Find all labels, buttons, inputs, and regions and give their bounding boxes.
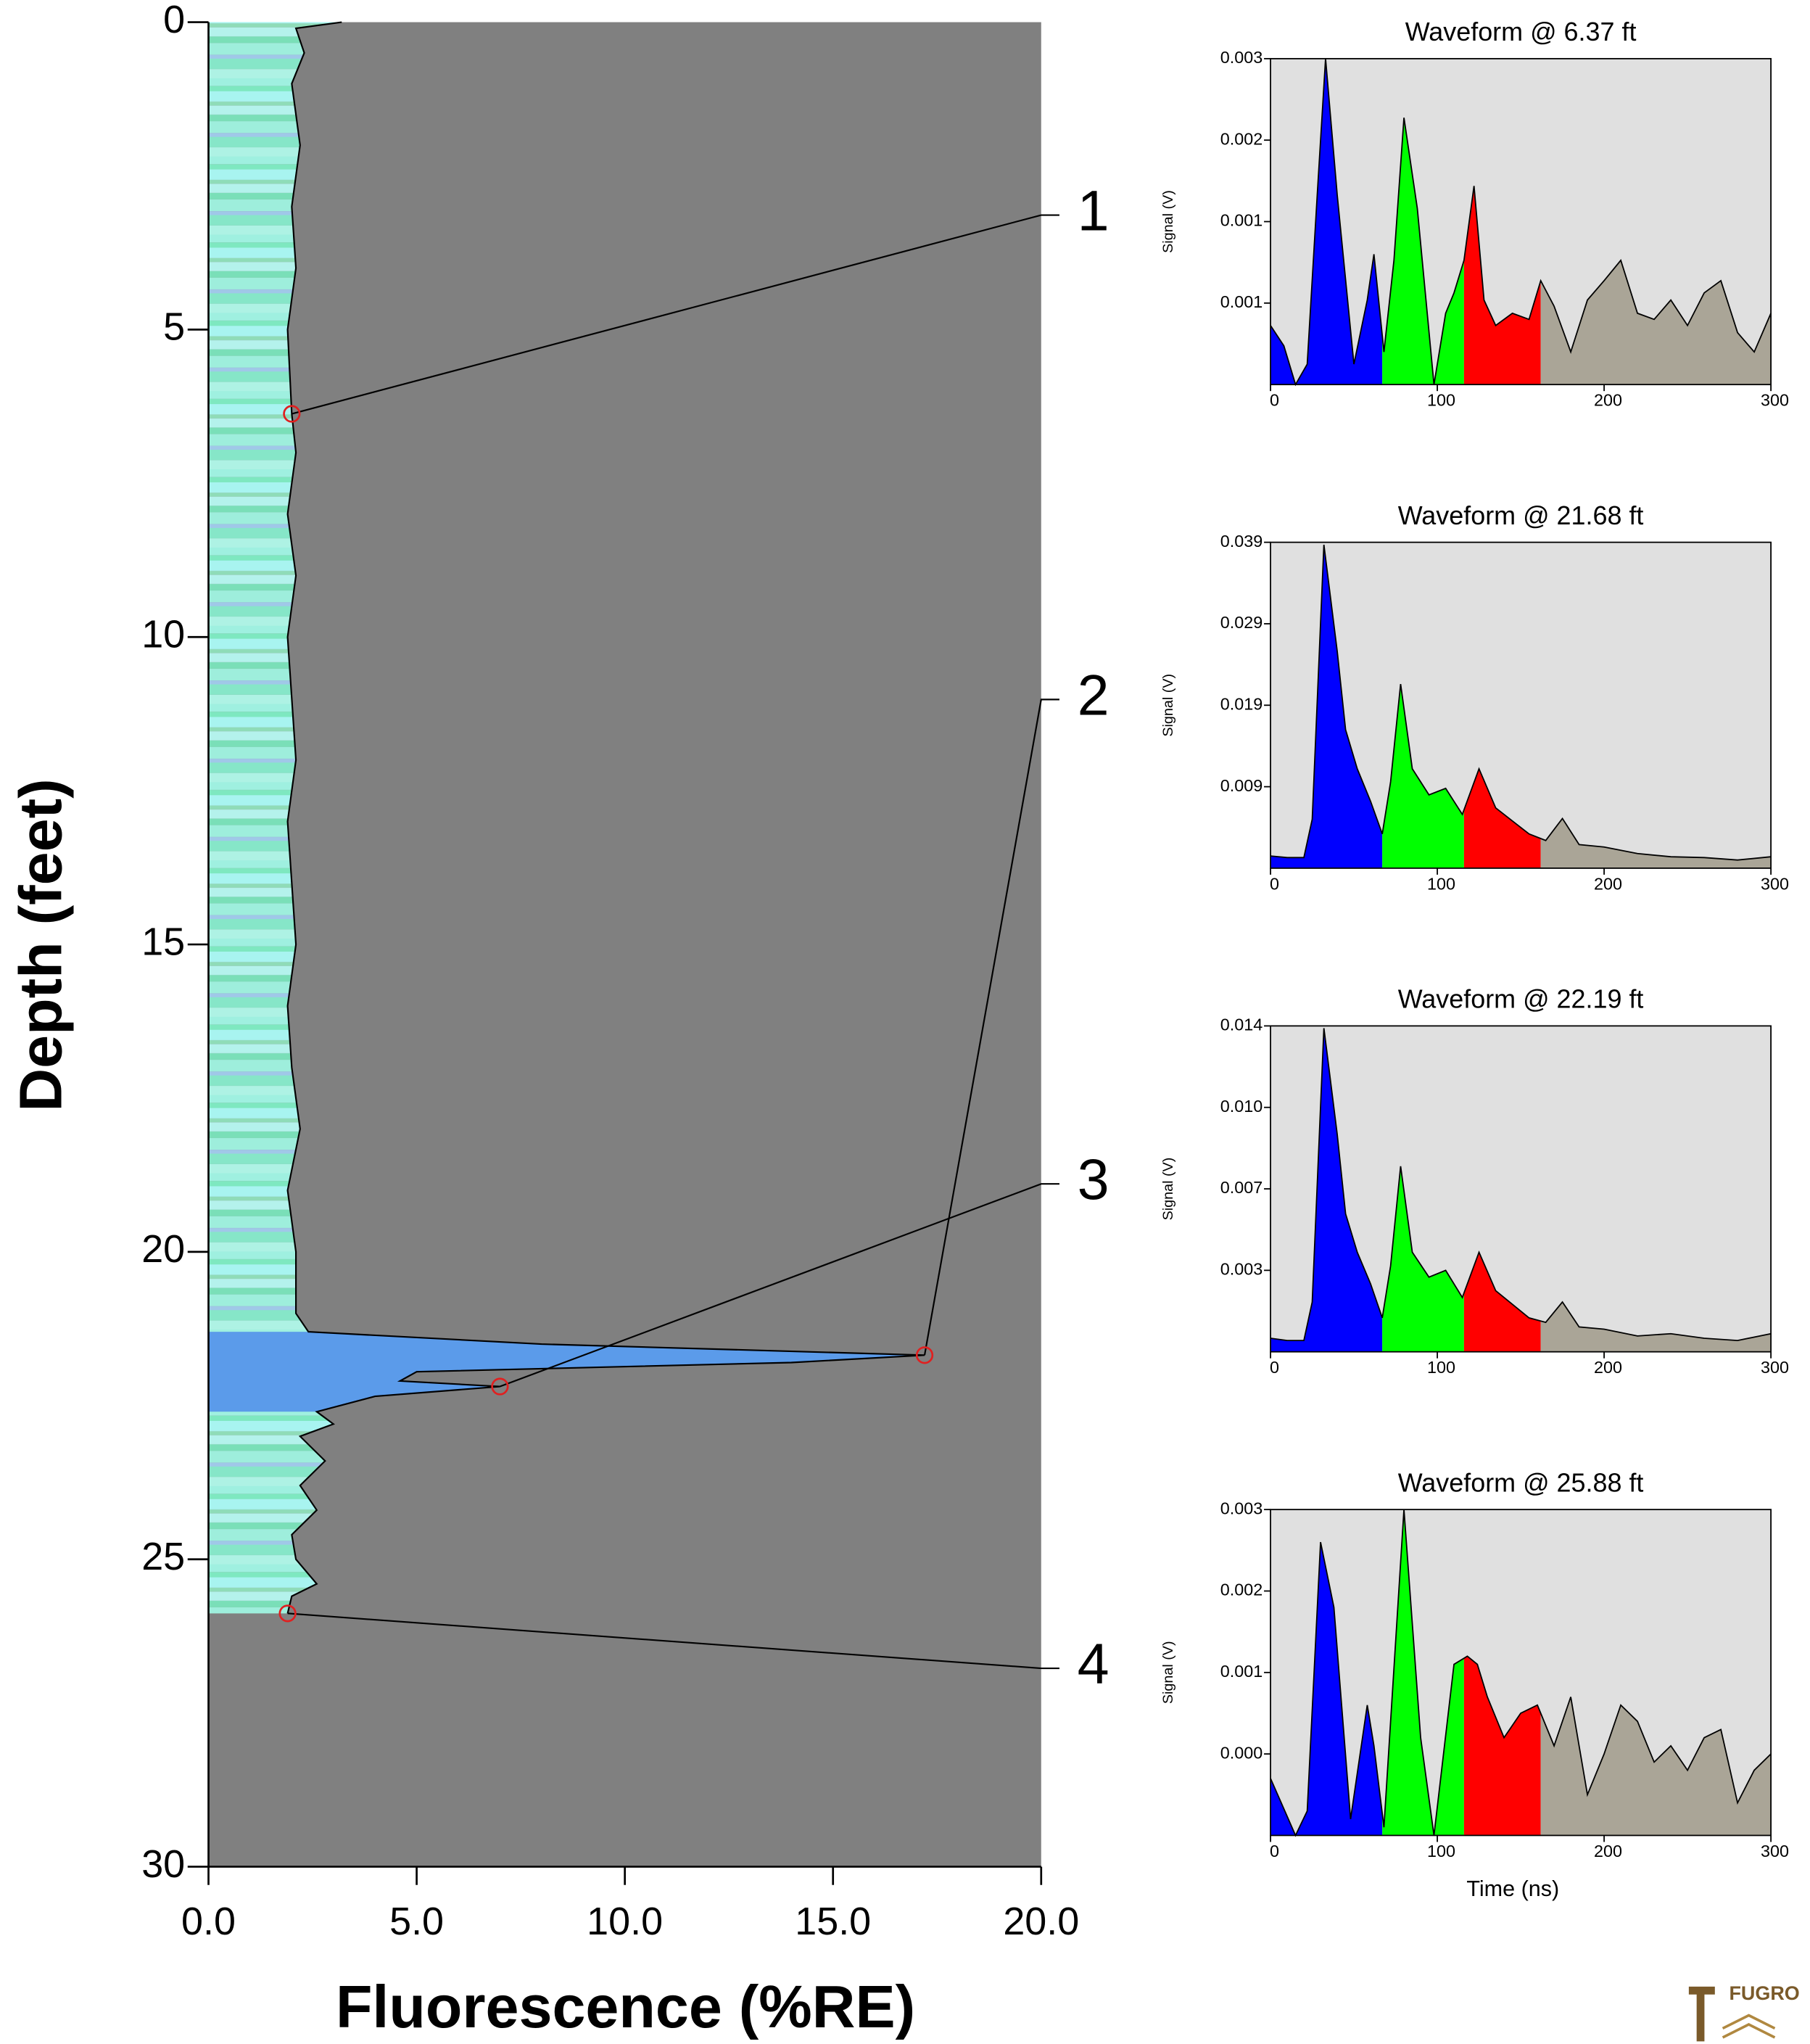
gate-area bbox=[1463, 1252, 1541, 1352]
y-axis-title: Signal (V) bbox=[1160, 674, 1176, 737]
logo-waves bbox=[1722, 2014, 1776, 2039]
callout-line bbox=[287, 1612, 1059, 1670]
plot-background bbox=[208, 22, 1041, 1867]
x-tick-label: 300 bbox=[1761, 1842, 1789, 1860]
gate-area bbox=[1382, 1166, 1464, 1352]
y-tick-label: 25 bbox=[141, 1535, 185, 1578]
y-tick-label: 0.014 bbox=[1220, 1015, 1263, 1034]
fluorescence-line bbox=[286, 21, 925, 1614]
callout-line bbox=[500, 1183, 1059, 1388]
x-tick-label: 5.0 bbox=[389, 1900, 444, 1943]
y-axis-title: Signal (V) bbox=[1160, 1158, 1176, 1221]
x-tick-label: 10.0 bbox=[587, 1900, 663, 1943]
callout-label: 1 bbox=[1078, 178, 1109, 242]
y-tick-label: 0.001 bbox=[1220, 292, 1263, 311]
y-tick-label: 0.039 bbox=[1220, 532, 1263, 551]
marker bbox=[278, 1604, 297, 1623]
gate-area bbox=[1540, 1697, 1772, 1836]
x-tick-label: 20.0 bbox=[1003, 1900, 1079, 1943]
x-tick-label: 200 bbox=[1594, 391, 1622, 410]
gate-area bbox=[1382, 118, 1464, 385]
logo: FUGRO bbox=[1673, 1979, 1810, 2044]
x-tick-label: 0 bbox=[1270, 874, 1279, 893]
gate-area bbox=[1463, 768, 1541, 868]
y-tick-label: 0.003 bbox=[1220, 48, 1263, 67]
y-tick-label: 0.009 bbox=[1220, 776, 1263, 795]
x-tick-label: 200 bbox=[1594, 874, 1622, 893]
y-tick-label: 0.002 bbox=[1220, 1581, 1263, 1599]
waveform-line bbox=[1270, 1028, 1772, 1341]
y-axis-title: Signal (V) bbox=[1160, 190, 1176, 253]
callout-label: 2 bbox=[1078, 662, 1109, 727]
chart-title: Waveform @ 25.88 ft bbox=[1398, 1468, 1644, 1498]
fluorescence-area bbox=[208, 22, 925, 1614]
waveform-line bbox=[1270, 58, 1772, 387]
x-tick-label: 200 bbox=[1594, 1842, 1622, 1860]
logo-text: FUGRO bbox=[1729, 1982, 1799, 2004]
gate-area bbox=[1382, 684, 1464, 868]
y-tick-label: 5 bbox=[163, 305, 185, 349]
y-tick-label: 0.007 bbox=[1220, 1178, 1263, 1197]
marker bbox=[915, 1346, 934, 1364]
y-tick-label: 0.003 bbox=[1220, 1260, 1263, 1279]
y-tick-label: 0.010 bbox=[1220, 1097, 1263, 1116]
gate-area bbox=[1270, 1028, 1383, 1352]
x-axis-title: Fluorescence (%RE) bbox=[336, 1973, 915, 2040]
y-tick-label: 10 bbox=[141, 612, 185, 656]
y-tick-label: 0.003 bbox=[1220, 1499, 1263, 1517]
x-tick-label: 300 bbox=[1761, 874, 1789, 893]
x-tick-label: 100 bbox=[1427, 1358, 1455, 1377]
gate-area bbox=[1270, 1542, 1383, 1836]
y-tick-label: 15 bbox=[141, 920, 185, 963]
gate-area bbox=[1540, 818, 1772, 868]
x-tick-label: 0 bbox=[1270, 1842, 1279, 1860]
callout-line bbox=[923, 698, 1059, 1356]
callout-label: 4 bbox=[1078, 1631, 1109, 1696]
x-tick-label: 0 bbox=[1270, 1358, 1279, 1377]
y-axis-title: Depth (feet) bbox=[7, 778, 75, 1111]
y-tick-label: 0 bbox=[163, 0, 185, 41]
x-tick-label: 300 bbox=[1761, 391, 1789, 410]
gate-area bbox=[1463, 1656, 1541, 1836]
marker bbox=[491, 1377, 509, 1396]
waveform-line bbox=[1270, 1509, 1772, 1837]
callout-label: 3 bbox=[1078, 1147, 1109, 1211]
chart-title: Waveform @ 22.19 ft bbox=[1398, 984, 1644, 1014]
y-axis-title: Signal (V) bbox=[1160, 1641, 1176, 1704]
gate-area bbox=[1270, 58, 1383, 385]
x-tick-label: 100 bbox=[1427, 874, 1455, 893]
y-tick-label: 0.000 bbox=[1220, 1743, 1263, 1762]
gate-area bbox=[1463, 186, 1541, 385]
y-tick-label: 0.002 bbox=[1220, 129, 1263, 148]
x-tick-label: 100 bbox=[1427, 1842, 1455, 1860]
logo-mark bbox=[1688, 1986, 1715, 2042]
y-tick-label: 30 bbox=[141, 1842, 185, 1886]
y-tick-label: 20 bbox=[141, 1227, 185, 1271]
x-axis-title: Time (ns) bbox=[1466, 1876, 1559, 1901]
x-tick-label: 200 bbox=[1594, 1358, 1622, 1377]
highlight-area bbox=[208, 1332, 925, 1412]
y-tick-label: 0.001 bbox=[1220, 1662, 1263, 1681]
x-tick-label: 0 bbox=[1270, 391, 1279, 410]
gate-area bbox=[1270, 545, 1383, 868]
chart-title: Waveform @ 21.68 ft bbox=[1398, 500, 1644, 530]
gate-area bbox=[1540, 260, 1772, 385]
callout-line bbox=[292, 214, 1059, 415]
x-tick-label: 15.0 bbox=[795, 1900, 871, 1943]
x-tick-label: 300 bbox=[1761, 1358, 1789, 1377]
x-tick-label: 100 bbox=[1427, 391, 1455, 410]
y-tick-label: 0.001 bbox=[1220, 211, 1263, 230]
waveform-line bbox=[1270, 544, 1772, 861]
x-tick-label: 0.0 bbox=[181, 1900, 236, 1943]
y-tick-label: 0.019 bbox=[1220, 694, 1263, 713]
chart-title: Waveform @ 6.37 ft bbox=[1405, 17, 1637, 46]
marker bbox=[283, 405, 301, 423]
y-tick-label: 0.029 bbox=[1220, 613, 1263, 632]
